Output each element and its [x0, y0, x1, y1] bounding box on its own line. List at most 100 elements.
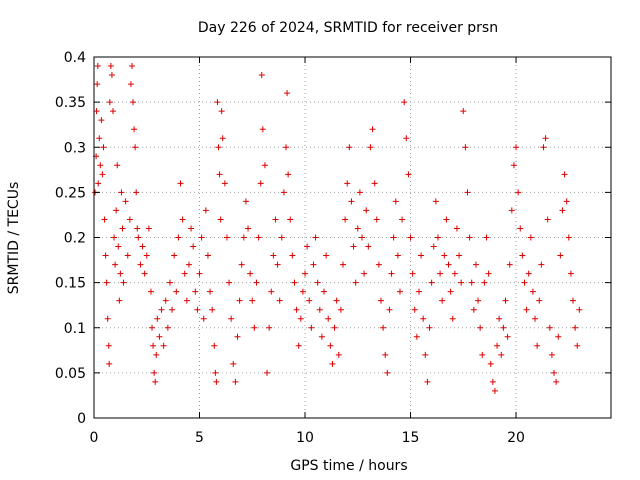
- data-point: [475, 297, 482, 304]
- data-point: [515, 189, 522, 196]
- data-point: [557, 252, 564, 259]
- data-point: [401, 99, 408, 106]
- data-point: [314, 279, 321, 286]
- data-point: [337, 306, 344, 313]
- data-point: [127, 81, 134, 88]
- data-point: [164, 324, 171, 331]
- data-point: [221, 180, 228, 187]
- data-point: [498, 351, 505, 358]
- data-point: [561, 171, 568, 178]
- data-point: [306, 297, 313, 304]
- data-point: [98, 117, 105, 124]
- data-point: [149, 324, 156, 331]
- data-point: [158, 306, 165, 313]
- data-point: [500, 324, 507, 331]
- data-point: [570, 297, 577, 304]
- data-point: [114, 162, 121, 169]
- data-point: [152, 378, 159, 385]
- y-axis-label: SRMTID / TECUs: [6, 182, 22, 295]
- data-point: [363, 207, 370, 214]
- data-point: [346, 144, 353, 151]
- data-point: [542, 135, 549, 142]
- data-point: [513, 144, 520, 151]
- data-point: [348, 198, 355, 205]
- data-point: [131, 126, 138, 133]
- data-point: [354, 225, 361, 232]
- data-point: [536, 297, 543, 304]
- data-point: [232, 378, 239, 385]
- data-point: [283, 144, 290, 151]
- data-point: [124, 252, 131, 259]
- data-point: [523, 306, 530, 313]
- data-point: [481, 279, 488, 286]
- y-tick-label: 0.3: [64, 140, 86, 156]
- data-point: [258, 72, 265, 79]
- data-point: [266, 324, 273, 331]
- data-point: [441, 252, 448, 259]
- data-point: [247, 270, 254, 277]
- data-point: [120, 279, 127, 286]
- data-point: [308, 324, 315, 331]
- data-point: [112, 261, 119, 268]
- data-point: [280, 189, 287, 196]
- data-point: [240, 234, 247, 241]
- data-point: [529, 288, 536, 295]
- data-point: [449, 315, 456, 322]
- data-point: [532, 315, 539, 322]
- data-point: [331, 324, 338, 331]
- data-point: [116, 297, 123, 304]
- data-point: [312, 234, 319, 241]
- data-point: [460, 108, 467, 115]
- y-tick-label: 0: [77, 411, 86, 427]
- data-point: [289, 252, 296, 259]
- y-tick-label: 0.2: [64, 231, 86, 247]
- data-point: [466, 234, 473, 241]
- data-point: [489, 378, 496, 385]
- data-point: [108, 72, 115, 79]
- data-point: [504, 333, 511, 340]
- data-point: [268, 288, 275, 295]
- data-point: [411, 306, 418, 313]
- data-point: [141, 270, 148, 277]
- data-point: [388, 270, 395, 277]
- data-point: [270, 252, 277, 259]
- data-point: [458, 279, 465, 286]
- data-point: [310, 261, 317, 268]
- data-point: [133, 189, 140, 196]
- data-point: [424, 378, 431, 385]
- data-point: [333, 297, 340, 304]
- data-point: [185, 261, 192, 268]
- data-point: [445, 261, 452, 268]
- data-point: [373, 216, 380, 223]
- data-point: [519, 252, 526, 259]
- data-point: [399, 216, 406, 223]
- data-point: [179, 216, 186, 223]
- data-point: [261, 162, 268, 169]
- data-point: [143, 252, 150, 259]
- data-point: [477, 324, 484, 331]
- data-point: [118, 189, 125, 196]
- data-point: [175, 234, 182, 241]
- data-point: [95, 180, 102, 187]
- data-point: [236, 297, 243, 304]
- data-point: [483, 234, 490, 241]
- data-point: [216, 171, 223, 178]
- data-point: [192, 288, 199, 295]
- data-point: [223, 234, 230, 241]
- y-tick-labels: 0 0.05 0.1 0.15 0.2 0.25 0.3 0.35 0.4: [55, 50, 86, 427]
- data-point: [134, 225, 141, 232]
- data-point: [437, 270, 444, 277]
- data-point: [132, 144, 139, 151]
- data-point: [196, 270, 203, 277]
- data-point: [255, 234, 262, 241]
- data-point: [264, 369, 271, 376]
- data-point: [563, 198, 570, 205]
- x-tick-label: 5: [195, 430, 204, 446]
- data-point: [462, 144, 469, 151]
- data-point: [257, 180, 264, 187]
- data-point: [106, 99, 113, 106]
- data-point: [212, 369, 219, 376]
- data-point: [487, 360, 494, 367]
- data-point: [113, 207, 120, 214]
- data-point: [407, 234, 414, 241]
